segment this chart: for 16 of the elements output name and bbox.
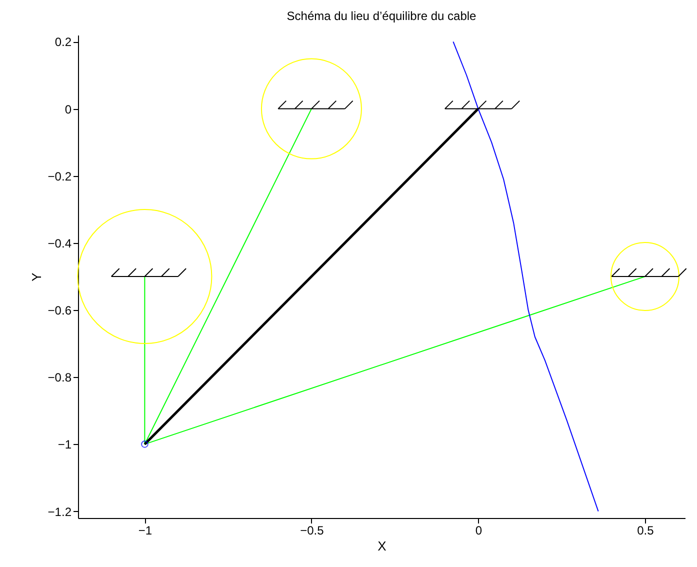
y-tick-label: −0.6 (48, 304, 72, 318)
x-tick-label: −1 (138, 524, 152, 538)
line-series (452, 41, 599, 512)
y-tick-label: −0.8 (48, 370, 72, 385)
y-tick-label: 0.2 (54, 35, 72, 50)
y-tick-label: 0 (64, 102, 72, 116)
y-tick-label: −0.2 (48, 169, 72, 184)
y-tick-label: −0.4 (48, 236, 72, 250)
chart-title: Schéma du lieu d’équilibre du cable (286, 9, 477, 23)
y-tick-label: −1 (58, 438, 72, 452)
y-axis-title: Y (28, 272, 44, 282)
y-tick-label: −1.2 (48, 504, 72, 519)
x-tick-label: 0 (475, 524, 482, 538)
x-tick-label: 0.5 (637, 524, 654, 538)
x-axis-title: X (378, 538, 387, 554)
x-tick-label: −0.5 (300, 524, 324, 538)
